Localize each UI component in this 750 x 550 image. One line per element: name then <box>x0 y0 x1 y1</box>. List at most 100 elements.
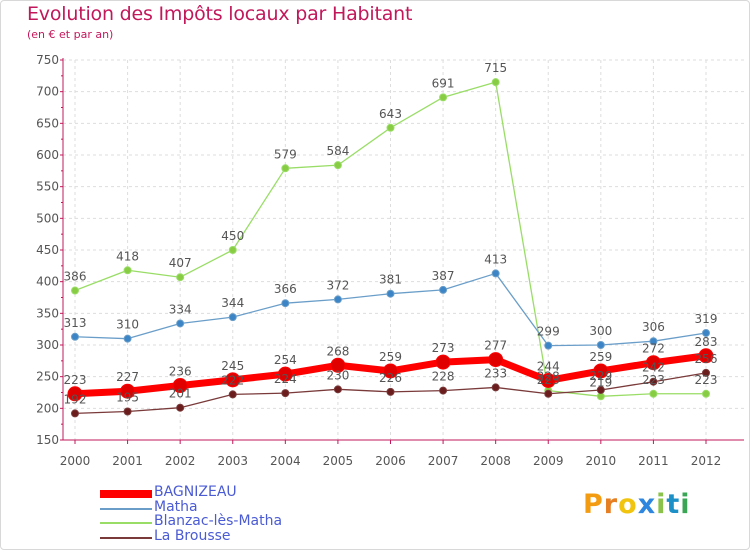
y-tick-label: 400 <box>36 275 59 289</box>
legend-label: Matha <box>154 498 198 515</box>
x-tick-label: 2010 <box>586 454 617 468</box>
data-point <box>386 289 395 298</box>
logo-letter: x <box>637 489 657 520</box>
y-tick-label: 350 <box>36 306 59 320</box>
y-tick-label: 500 <box>36 211 59 225</box>
data-label: 643 <box>379 107 402 121</box>
x-tick-label: 2012 <box>691 454 722 468</box>
y-tick-label: 700 <box>36 85 59 99</box>
logo-letter: P <box>583 489 604 520</box>
data-point <box>645 355 661 371</box>
data-label: 195 <box>116 391 139 405</box>
chart-title: Evolution des Impôts locaux par Habitant <box>27 3 413 25</box>
data-label: 259 <box>589 350 612 364</box>
data-point <box>281 389 290 398</box>
data-label: 334 <box>169 302 192 316</box>
legend-swatch <box>100 522 152 524</box>
data-point <box>123 334 132 343</box>
legend-swatch <box>100 507 152 510</box>
data-point <box>176 403 185 412</box>
x-tick-label: 2008 <box>480 454 511 468</box>
data-label: 387 <box>432 269 455 283</box>
x-tick-label: 2001 <box>112 454 143 468</box>
data-point <box>491 78 500 87</box>
x-tick-label: 2000 <box>60 454 91 468</box>
data-label: 366 <box>274 282 297 296</box>
data-label: 219 <box>589 375 612 389</box>
y-tick-label: 600 <box>36 148 59 162</box>
data-label: 413 <box>484 252 507 266</box>
data-point <box>488 352 504 368</box>
y-tick-label: 750 <box>36 53 59 67</box>
data-label: 277 <box>484 339 507 353</box>
data-label: 372 <box>326 278 349 292</box>
data-label: 319 <box>695 312 718 326</box>
x-tick-label: 2006 <box>375 454 406 468</box>
data-label: 245 <box>221 359 244 373</box>
data-label: 230 <box>326 368 349 382</box>
data-point <box>435 354 451 370</box>
data-point <box>649 389 658 398</box>
legend-label: Blanzac-lès-Matha <box>154 513 283 529</box>
data-label: 227 <box>116 370 139 384</box>
data-point <box>333 161 342 170</box>
legend-label: BAGNIZEAU <box>154 484 237 500</box>
data-point <box>71 332 79 341</box>
data-label: 306 <box>642 320 665 334</box>
x-tick-label: 2002 <box>165 454 196 468</box>
logo-letter: t <box>666 489 681 520</box>
data-label: 254 <box>274 353 297 367</box>
y-tick-label: 150 <box>36 433 59 447</box>
legend-swatch <box>100 490 152 498</box>
data-point <box>544 389 553 398</box>
data-point <box>596 341 605 349</box>
y-tick-label: 550 <box>36 180 59 194</box>
x-tick-label: 2005 <box>323 454 354 468</box>
y-tick-label: 650 <box>36 116 59 130</box>
logo-letter: o <box>618 489 638 520</box>
data-label: 584 <box>326 144 349 158</box>
data-point <box>71 286 79 295</box>
data-point <box>176 319 185 328</box>
data-point <box>228 313 237 322</box>
data-point <box>649 377 658 386</box>
x-tick-label: 2007 <box>428 454 459 468</box>
data-label: 273 <box>432 341 455 355</box>
data-point <box>540 372 556 388</box>
data-point <box>386 123 395 132</box>
data-point <box>491 383 500 392</box>
data-point <box>702 368 710 377</box>
data-label: 313 <box>64 316 87 330</box>
x-tick-label: 2009 <box>533 454 564 468</box>
data-label: 691 <box>432 76 455 90</box>
logo-letter: r <box>603 489 619 520</box>
proxiti-logo: Proxiti <box>583 489 691 520</box>
data-point <box>596 385 605 394</box>
data-label: 223 <box>64 373 87 387</box>
y-tick-label: 250 <box>36 370 59 384</box>
data-point <box>383 363 398 379</box>
y-tick-label: 200 <box>36 401 59 415</box>
data-label: 386 <box>64 270 87 284</box>
data-label: 242 <box>642 361 665 375</box>
data-point <box>277 366 293 382</box>
data-point <box>439 285 448 294</box>
data-label: 223 <box>537 373 560 387</box>
legend-label: La Brousse <box>154 527 231 544</box>
data-label: 381 <box>379 273 402 287</box>
data-label: 310 <box>116 318 139 332</box>
data-point <box>386 387 395 396</box>
data-label: 236 <box>169 365 192 379</box>
data-label: 579 <box>274 147 297 161</box>
data-point <box>698 348 714 364</box>
data-point <box>120 383 136 399</box>
data-label: 259 <box>379 350 402 364</box>
data-label: 222 <box>221 373 244 387</box>
line-chart: 150 200 250 300 350 400 450 500 550 600 650 700 750 2… <box>36 53 744 468</box>
data-point <box>281 164 290 173</box>
data-point <box>702 389 710 398</box>
data-label: 223 <box>642 373 665 387</box>
data-point <box>67 386 83 402</box>
data-point <box>172 378 188 394</box>
data-point <box>123 266 132 275</box>
